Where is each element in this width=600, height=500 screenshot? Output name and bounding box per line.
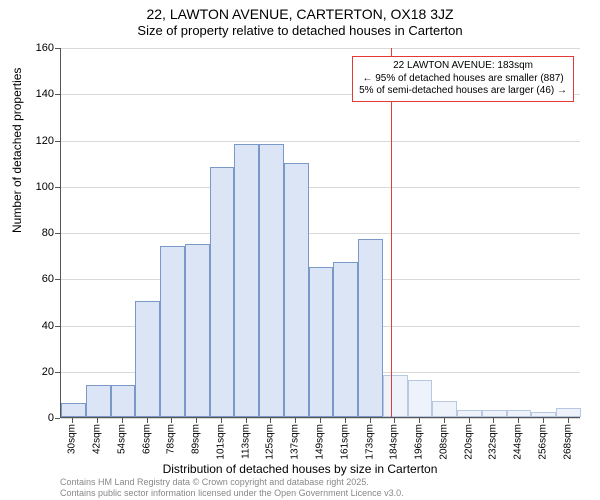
y-tick-mark xyxy=(55,326,60,327)
x-tick-label: 208sqm xyxy=(438,424,449,460)
x-tick-label: 125sqm xyxy=(265,424,276,460)
y-tick-label: 0 xyxy=(24,412,54,424)
y-tick-label: 60 xyxy=(24,273,54,285)
chart-title: 22, LAWTON AVENUE, CARTERTON, OX18 3JZ xyxy=(0,0,600,23)
x-tick-mark xyxy=(469,418,470,423)
x-tick-label: 173sqm xyxy=(364,424,375,460)
x-tick-label: 220sqm xyxy=(463,424,474,460)
y-tick-mark xyxy=(55,279,60,280)
x-tick-mark xyxy=(568,418,569,423)
x-tick-label: 54sqm xyxy=(116,424,127,454)
x-tick-mark xyxy=(493,418,494,423)
x-tick-label: 101sqm xyxy=(215,424,226,460)
x-tick-mark xyxy=(72,418,73,423)
x-tick-mark xyxy=(394,418,395,423)
x-tick-mark xyxy=(543,418,544,423)
chart-subtitle: Size of property relative to detached ho… xyxy=(0,23,600,43)
x-tick-label: 268sqm xyxy=(562,424,573,460)
y-axis-label: Number of detached properties xyxy=(10,68,24,233)
x-tick-mark xyxy=(171,418,172,423)
y-tick-label: 80 xyxy=(24,227,54,239)
x-tick-mark xyxy=(97,418,98,423)
x-tick-label: 256sqm xyxy=(537,424,548,460)
x-tick-mark xyxy=(518,418,519,423)
y-tick-mark xyxy=(55,372,60,373)
credit-text: Contains HM Land Registry data © Crown c… xyxy=(60,477,404,498)
x-tick-mark xyxy=(270,418,271,423)
x-tick-label: 66sqm xyxy=(141,424,152,454)
x-tick-mark xyxy=(246,418,247,423)
x-tick-mark xyxy=(122,418,123,423)
y-tick-mark xyxy=(55,48,60,49)
y-tick-mark xyxy=(55,187,60,188)
x-tick-label: 184sqm xyxy=(389,424,400,460)
x-tick-mark xyxy=(295,418,296,423)
x-tick-mark xyxy=(419,418,420,423)
x-tick-label: 232sqm xyxy=(488,424,499,460)
y-tick-label: 120 xyxy=(24,135,54,147)
x-tick-label: 78sqm xyxy=(166,424,177,454)
x-tick-mark xyxy=(444,418,445,423)
y-tick-mark xyxy=(55,233,60,234)
x-tick-mark xyxy=(370,418,371,423)
x-tick-label: 89sqm xyxy=(191,424,202,454)
y-tick-mark xyxy=(55,141,60,142)
y-ticks: 020406080100120140160 xyxy=(60,48,580,418)
x-tick-label: 30sqm xyxy=(67,424,78,454)
x-axis-label: Distribution of detached houses by size … xyxy=(0,462,600,476)
x-tick-label: 149sqm xyxy=(315,424,326,460)
x-tick-label: 196sqm xyxy=(414,424,425,460)
x-tick-mark xyxy=(345,418,346,423)
credit-line-1: Contains HM Land Registry data © Crown c… xyxy=(60,477,404,487)
x-tick-mark xyxy=(196,418,197,423)
y-tick-mark xyxy=(55,94,60,95)
x-tick-label: 161sqm xyxy=(339,424,350,460)
x-tick-label: 113sqm xyxy=(240,424,251,459)
x-tick-mark xyxy=(221,418,222,423)
y-tick-label: 140 xyxy=(24,88,54,100)
plot-area: 22 LAWTON AVENUE: 183sqm← 95% of detache… xyxy=(60,48,580,418)
y-tick-label: 40 xyxy=(24,320,54,332)
x-tick-mark xyxy=(320,418,321,423)
x-tick-label: 137sqm xyxy=(290,424,301,460)
x-tick-mark xyxy=(147,418,148,423)
credit-line-2: Contains public sector information licen… xyxy=(60,488,404,498)
x-tick-label: 42sqm xyxy=(92,424,103,454)
chart-container: 22, LAWTON AVENUE, CARTERTON, OX18 3JZ S… xyxy=(0,0,600,500)
y-tick-label: 160 xyxy=(24,42,54,54)
y-tick-label: 100 xyxy=(24,181,54,193)
x-tick-label: 244sqm xyxy=(513,424,524,460)
y-tick-label: 20 xyxy=(24,366,54,378)
